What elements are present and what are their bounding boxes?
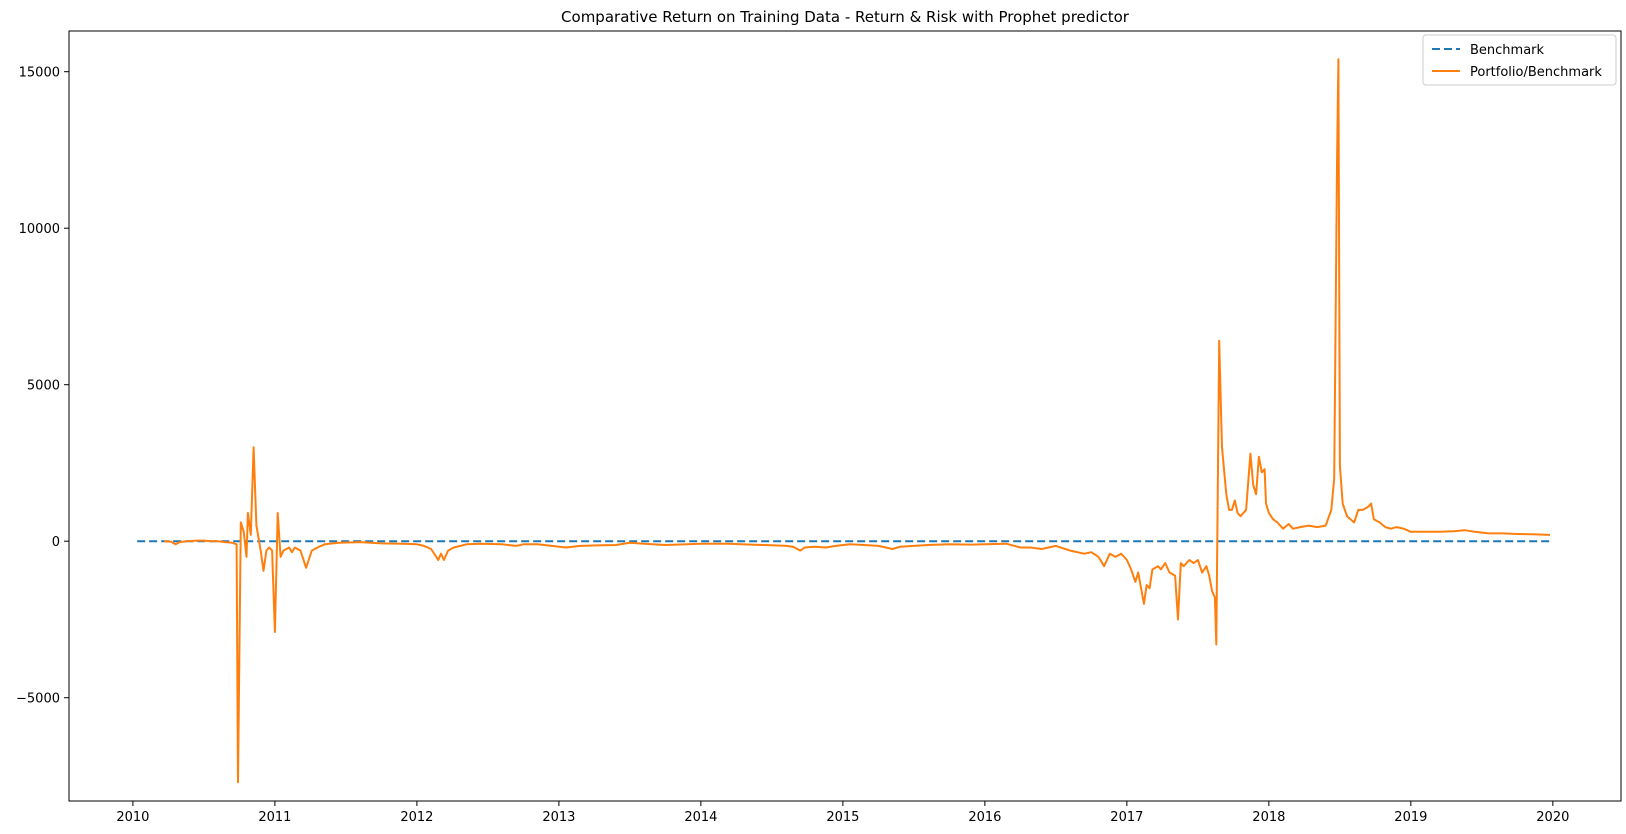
axes-layer: 2010 2011 2012 2013 2014 2015 2016 2017 2018 2019…: [16, 66, 1569, 825]
y-tick-label: 15000: [19, 66, 60, 81]
legend-label-portfolio-benchmark: Portfolio/Benchmark: [1470, 65, 1602, 80]
y-tick-label: −5000: [16, 692, 60, 707]
y-tick-label: 0: [52, 535, 60, 550]
chart-title: Comparative Return on Training Data - Re…: [561, 8, 1130, 26]
x-tick-label: 2017: [1110, 810, 1143, 825]
series-layer: [137, 58, 1551, 784]
x-tick-label: 2013: [542, 810, 575, 825]
plot-frame: [68, 30, 1622, 802]
y-tick-label: 10000: [19, 222, 60, 237]
x-tick-label: 2018: [1252, 810, 1285, 825]
x-tick-label: 2019: [1394, 810, 1427, 825]
legend-label-benchmark: Benchmark: [1470, 43, 1545, 58]
x-tick-label: 2016: [968, 810, 1001, 825]
series-line-portfolio-benchmark: [164, 58, 1551, 784]
legend-box: [1422, 34, 1617, 86]
x-tick-label: 2012: [400, 810, 433, 825]
legend: Benchmark Portfolio/Benchmark: [1422, 34, 1617, 86]
x-tick-label: 2020: [1536, 810, 1569, 825]
y-tick-label: 5000: [27, 379, 60, 394]
x-tick-label: 2015: [826, 810, 859, 825]
x-tick-label: 2011: [258, 810, 291, 825]
x-tick-label: 2010: [116, 810, 149, 825]
x-tick-label: 2014: [684, 810, 717, 825]
